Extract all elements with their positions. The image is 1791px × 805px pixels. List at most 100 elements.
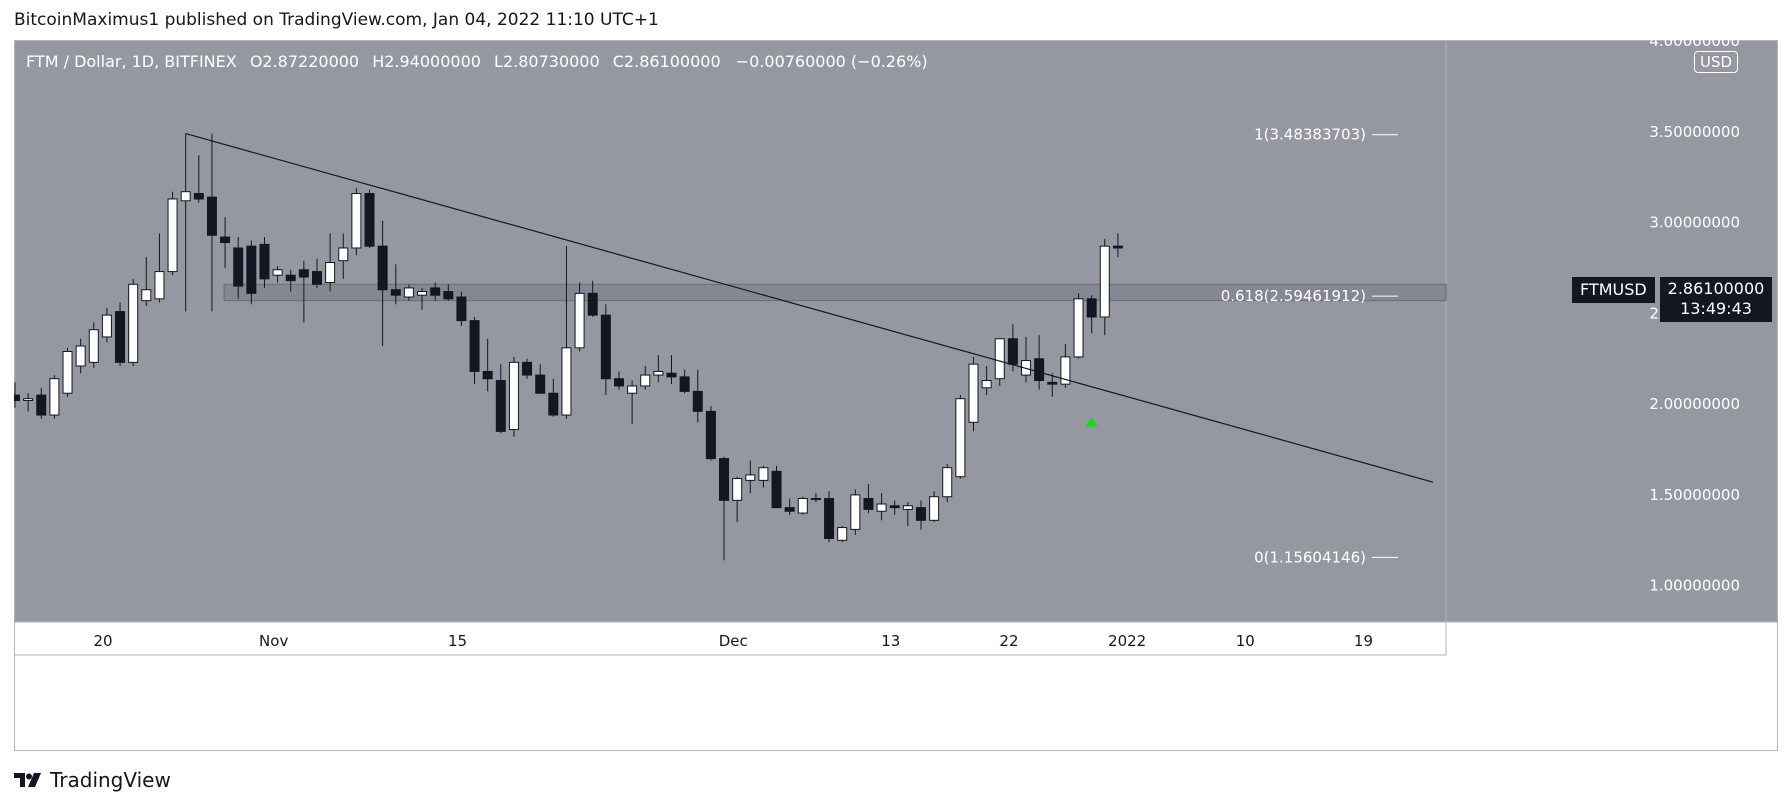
tradingview-logo[interactable]: TradingView (14, 768, 171, 792)
candle-down[interactable] (233, 247, 244, 287)
candle-down[interactable] (863, 498, 874, 510)
candle-up[interactable] (574, 292, 585, 349)
candle-down[interactable] (600, 314, 611, 380)
candle-up[interactable] (167, 198, 178, 273)
candle-up[interactable] (902, 505, 913, 510)
candle-up[interactable] (955, 398, 966, 478)
candle-up[interactable] (968, 363, 979, 423)
candle-down[interactable] (285, 274, 296, 282)
candle-down[interactable] (1112, 245, 1123, 249)
candle-up[interactable] (49, 378, 60, 416)
candle-down[interactable] (548, 392, 559, 416)
candle-up[interactable] (929, 496, 940, 521)
candle-up[interactable] (403, 287, 414, 298)
candle-up[interactable] (810, 498, 821, 501)
candle-up[interactable] (75, 345, 86, 367)
currency-badge[interactable]: USD (1694, 51, 1739, 73)
candle-down[interactable] (495, 380, 506, 432)
candle-up[interactable] (561, 347, 572, 416)
descending-trendline[interactable] (185, 133, 1434, 483)
candle-up[interactable] (272, 269, 283, 276)
candle-up[interactable] (1099, 245, 1110, 318)
candlestick-chart[interactable]: 1.000000001.500000002.000000002.50000000… (14, 40, 1778, 751)
candle-up[interactable] (128, 283, 139, 363)
candle-down[interactable] (311, 271, 322, 285)
candle-up[interactable] (745, 474, 756, 481)
candle-down[interactable] (246, 245, 257, 294)
x-tick-label: 20 (93, 632, 112, 650)
candle-down[interactable] (771, 470, 782, 509)
y-tick-label: 3.50000000 (1649, 123, 1740, 141)
candle-down[interactable] (1086, 298, 1097, 318)
candle-down[interactable] (784, 507, 795, 512)
candle-down[interactable] (298, 269, 309, 278)
open-value: 2.87220000 (262, 52, 360, 71)
candle-down[interactable] (14, 394, 20, 401)
candle-down[interactable] (193, 193, 204, 200)
candle-up[interactable] (325, 262, 336, 283)
candle-down[interactable] (522, 361, 533, 376)
candle-down[interactable] (220, 236, 231, 244)
candle-up[interactable] (850, 494, 861, 530)
candle-up[interactable] (1073, 298, 1084, 358)
candle-down[interactable] (692, 390, 703, 412)
candle-down[interactable] (587, 292, 598, 316)
candle-down[interactable] (469, 320, 480, 372)
candle-down[interactable] (535, 374, 546, 394)
candle-down[interactable] (705, 410, 716, 460)
candle-down[interactable] (364, 193, 375, 247)
candle-down[interactable] (824, 498, 835, 539)
candle-down[interactable] (443, 291, 454, 300)
x-tick-label: Nov (259, 632, 288, 650)
candle-up[interactable] (141, 289, 152, 302)
candle-down[interactable] (1047, 381, 1058, 385)
candle-up[interactable] (627, 385, 638, 394)
candle-up[interactable] (1021, 360, 1032, 376)
candle-up[interactable] (994, 338, 1005, 380)
open-label: O (249, 52, 263, 71)
candle-up[interactable] (732, 478, 743, 501)
candle-up[interactable] (797, 498, 808, 514)
change-value: −0.00760000 (−0.26%) (735, 52, 928, 71)
candle-down[interactable] (915, 507, 926, 521)
candle-down[interactable] (666, 372, 677, 378)
candle-up[interactable] (981, 380, 992, 389)
candle-down[interactable] (1007, 338, 1018, 365)
candle-down[interactable] (1034, 358, 1045, 382)
candle-down[interactable] (430, 287, 441, 296)
candle-down[interactable] (613, 378, 624, 387)
x-tick-label: 10 (1236, 632, 1255, 650)
candle-up[interactable] (154, 271, 165, 300)
candle-up[interactable] (101, 314, 112, 338)
legend-symbol[interactable]: FTM / Dollar, 1D, BITFINEX (26, 52, 237, 71)
candle-up[interactable] (640, 374, 651, 387)
candle-down[interactable] (377, 245, 388, 291)
candle-up[interactable] (508, 361, 519, 431)
candle-up[interactable] (338, 247, 349, 262)
candle-up[interactable] (758, 467, 769, 481)
candle-up[interactable] (876, 503, 887, 512)
candle-down[interactable] (36, 394, 47, 416)
candle-up[interactable] (653, 370, 664, 376)
candle-down[interactable] (390, 289, 401, 296)
candle-up[interactable] (837, 527, 848, 541)
candle-down[interactable] (889, 505, 900, 509)
candle-up[interactable] (351, 193, 362, 249)
candle-up[interactable] (88, 329, 99, 363)
price-axis-background (1446, 41, 1777, 622)
candle-down[interactable] (482, 370, 493, 380)
candle-up[interactable] (23, 398, 34, 401)
candle-down[interactable] (456, 296, 467, 322)
candle-up[interactable] (62, 350, 73, 394)
candle-up[interactable] (942, 467, 953, 498)
candle-down[interactable] (719, 458, 730, 501)
close-value: 2.86100000 (623, 52, 721, 71)
candle-up[interactable] (417, 291, 428, 296)
candle-down[interactable] (259, 243, 270, 280)
candle-down[interactable] (679, 376, 690, 392)
low-label: L (494, 52, 503, 71)
candle-down[interactable] (115, 311, 126, 363)
candle-up[interactable] (1060, 356, 1071, 385)
candle-down[interactable] (206, 196, 217, 236)
candle-up[interactable] (180, 191, 191, 202)
